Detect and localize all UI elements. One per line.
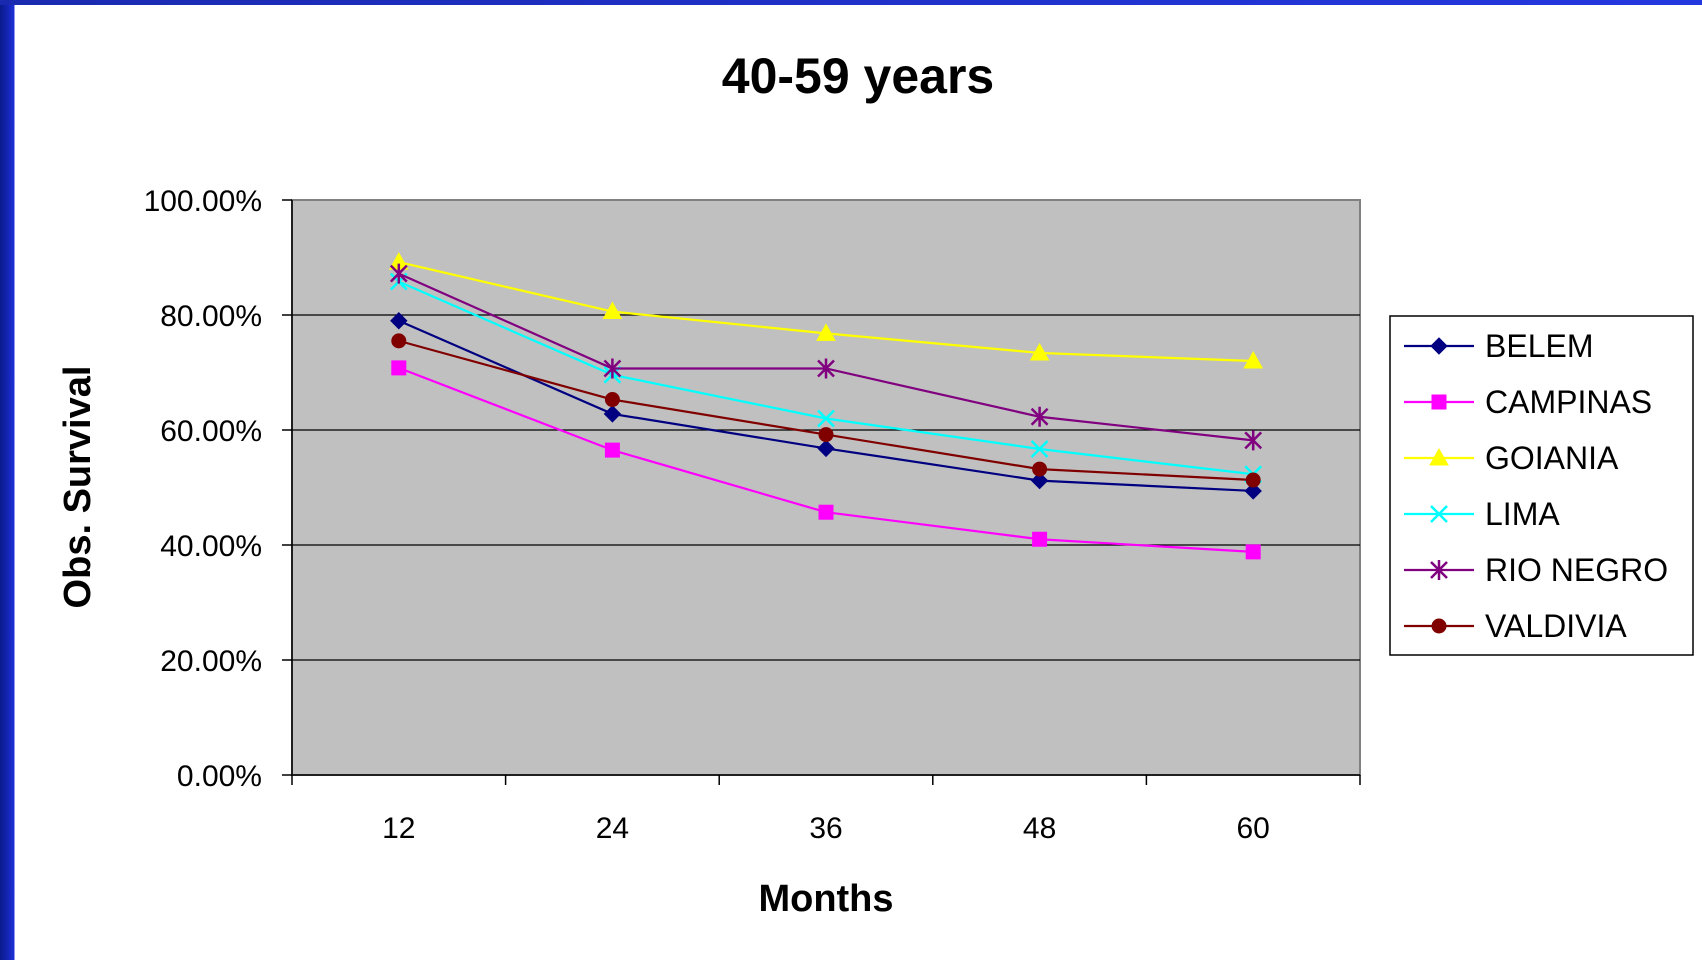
x-tick-label: 24 (596, 812, 629, 845)
data-point-marker (818, 504, 834, 520)
data-point-marker (817, 358, 835, 379)
data-point-marker (390, 312, 408, 330)
series-campinas (391, 360, 1261, 560)
data-point-marker (1244, 430, 1263, 451)
data-point-marker (1029, 342, 1050, 361)
data-point-marker (1030, 471, 1049, 490)
data-point-marker (1431, 394, 1447, 410)
legend-entry: RIO NEGRO (1404, 552, 1668, 588)
legend: BELEM CAMPINAS GOIANIA LIMA RIO NEGRO VALDIVI… (1389, 315, 1694, 656)
x-tick-label: 60 (1237, 812, 1270, 845)
data-point-marker (1244, 482, 1262, 500)
y-tick-label: 20.00% (160, 645, 262, 678)
data-point-marker (1430, 560, 1448, 580)
data-point-marker (604, 442, 620, 458)
legend-entry: CAMPINAS (1404, 384, 1652, 420)
legend-entry: GOIANIA (1404, 440, 1619, 476)
y-tick-label: 40.00% (160, 530, 262, 563)
data-point-marker (1430, 337, 1448, 355)
data-point-marker (818, 427, 834, 443)
data-point-marker (1429, 447, 1449, 466)
legend-entry: LIMA (1404, 496, 1560, 532)
data-point-marker (391, 360, 407, 376)
data-point-marker (1245, 544, 1261, 560)
data-point-marker (1030, 406, 1049, 427)
x-tick-label: 48 (1023, 812, 1056, 845)
data-point-marker (1245, 472, 1261, 488)
data-point-marker (1243, 350, 1264, 369)
legend-label: LIMA (1485, 496, 1560, 532)
data-point-marker (1030, 440, 1049, 458)
y-tick-label: 60.00% (160, 415, 262, 448)
data-point-marker (603, 405, 622, 423)
y-tick-label: 0.00% (177, 760, 262, 793)
y-tick-labels: 0.00% 20.00% 40.00% 60.00% 80.00% 100.00% (144, 185, 262, 793)
x-tick-label: 36 (809, 812, 842, 845)
data-point-marker (603, 358, 622, 379)
legend-label: RIO NEGRO (1485, 552, 1668, 588)
series-goiania (388, 252, 1264, 369)
x-tick-label: 12 (382, 812, 415, 845)
y-tick-label: 100.00% (144, 185, 262, 218)
data-point-marker (604, 392, 620, 408)
data-point-marker (389, 263, 408, 284)
y-tick-label: 80.00% (160, 300, 262, 333)
series-rio-negro (389, 263, 1263, 451)
data-point-marker (391, 333, 407, 349)
series-belem (390, 312, 1262, 500)
axes (282, 199, 1361, 785)
x-tick-labels: 12 24 36 48 60 (382, 812, 1270, 845)
legend-box (1389, 315, 1694, 656)
data-point-marker (602, 301, 623, 320)
legend-label: VALDIVIA (1485, 608, 1627, 644)
legend-label: CAMPINAS (1485, 384, 1652, 420)
chart-title: 40-59 years (722, 48, 994, 104)
data-point-marker (1032, 531, 1048, 547)
legend-entry: BELEM (1404, 328, 1593, 364)
legend-label: GOIANIA (1485, 440, 1619, 476)
series-lines (388, 252, 1264, 560)
data-point-marker (1431, 618, 1447, 634)
legend-label: BELEM (1485, 328, 1593, 364)
x-axis-title: Months (758, 878, 893, 920)
series-valdivia (391, 333, 1261, 488)
data-point-marker (817, 439, 835, 458)
data-point-marker (1430, 505, 1448, 523)
data-point-marker (816, 323, 836, 341)
data-point-marker (1032, 461, 1048, 477)
y-axis-title: Obs. Survival (57, 366, 99, 609)
data-point-marker (817, 409, 835, 428)
legend-entry: VALDIVIA (1404, 608, 1627, 644)
